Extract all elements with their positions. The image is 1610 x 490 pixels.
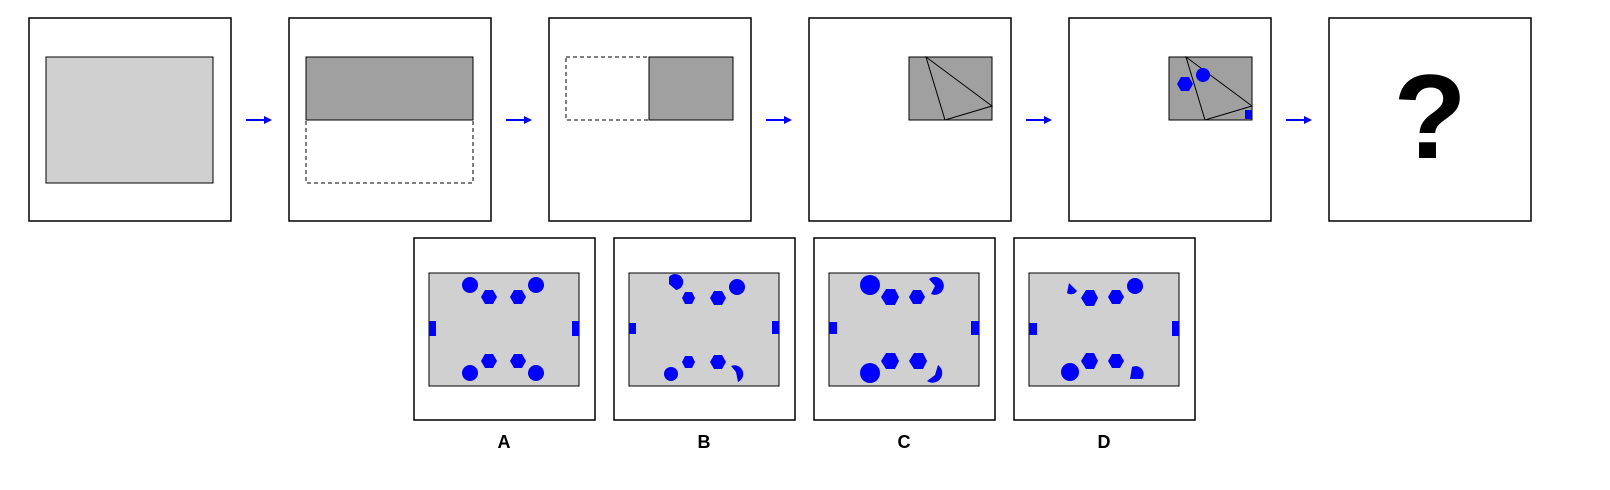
right-arrow-icon <box>506 116 532 124</box>
square-hole-icon <box>971 321 979 335</box>
step-panel-fold-corner-diagonal <box>808 17 1012 222</box>
paper-sheet <box>45 56 214 184</box>
right-arrow-icon <box>1286 116 1312 124</box>
option-label[interactable]: B <box>698 432 711 452</box>
circle-hole-icon <box>1061 363 1079 381</box>
hexagon-hole-icon <box>510 290 526 304</box>
circle-hole-icon <box>729 279 745 295</box>
step-panel-question: ? <box>1328 17 1532 222</box>
partial-circle-hole-icon <box>1067 283 1077 295</box>
question-mark: ? <box>1393 50 1466 184</box>
hexagon-hole-icon <box>481 290 497 304</box>
option-c[interactable]: C <box>813 237 996 452</box>
step-panel-flat-paper <box>28 17 232 222</box>
square-hole-icon <box>1029 323 1037 335</box>
hexagon-hole-icon <box>510 354 526 368</box>
hexagon-hole-icon <box>909 290 925 304</box>
square-hole-icon <box>629 323 636 334</box>
unfolded-paper <box>428 272 580 387</box>
square-hole-icon <box>772 321 779 334</box>
square-hole-icon <box>572 321 579 336</box>
circle-hole-icon <box>528 365 544 381</box>
fold-outline <box>305 119 474 184</box>
unfolded-paper <box>628 272 780 387</box>
option-label[interactable]: C <box>898 432 911 452</box>
hexagon-hole-icon <box>1081 353 1098 369</box>
circle-hole-icon <box>860 363 880 383</box>
square-hole-icon <box>429 321 436 336</box>
partial-circle-hole-icon <box>669 274 684 290</box>
hexagon-hole-icon <box>1108 290 1124 304</box>
fold-outline <box>1186 56 1253 106</box>
hexagon-hole-icon <box>710 355 726 369</box>
hexagon-hole-icon <box>881 353 899 369</box>
hexagon-hole-icon <box>481 354 497 368</box>
hexagon-hole-icon <box>881 289 899 305</box>
option-a[interactable]: A <box>413 237 596 452</box>
circle-hole-icon <box>462 277 478 293</box>
folded-flap <box>648 56 734 121</box>
right-arrow-icon <box>246 116 272 124</box>
option-label[interactable]: D <box>1098 432 1111 452</box>
hexagon-hole-icon <box>710 291 726 305</box>
hexagon-hole-icon <box>1177 77 1193 91</box>
option-label[interactable]: A <box>498 432 511 452</box>
circle-hole-icon <box>462 365 478 381</box>
step-panel-fold-left-over <box>548 17 752 222</box>
circle-hole-icon <box>1127 278 1143 294</box>
option-d[interactable]: D <box>1013 237 1196 452</box>
right-arrow-icon <box>1026 116 1052 124</box>
step-panel-punch-holes <box>1068 17 1272 222</box>
hexagon-hole-icon <box>1081 290 1098 306</box>
step-frame <box>1328 17 1532 222</box>
hexagon-hole-icon <box>682 356 695 368</box>
folded-flap <box>305 56 474 121</box>
square-hole-icon <box>829 322 837 334</box>
square-hole-icon <box>1245 110 1252 119</box>
option-b[interactable]: B <box>613 237 796 452</box>
circle-hole-icon <box>860 275 880 295</box>
partial-circle-hole-icon <box>731 365 744 382</box>
diagonal-flap <box>925 55 994 121</box>
circle-hole-icon <box>1196 68 1210 82</box>
hexagon-hole-icon <box>1108 354 1124 368</box>
step-panel-fold-bottom-up <box>288 17 492 222</box>
square-hole-icon <box>1172 321 1179 336</box>
unfolded-paper <box>1028 272 1180 387</box>
partial-circle-hole-icon <box>927 365 943 383</box>
circle-hole-icon <box>528 277 544 293</box>
unfolded-paper <box>828 272 980 387</box>
hexagon-hole-icon <box>682 292 695 304</box>
partial-circle-hole-icon <box>929 276 944 295</box>
partial-circle-hole-icon <box>1130 366 1144 379</box>
hexagon-hole-icon <box>909 353 927 369</box>
fold-outline <box>926 56 993 106</box>
circle-hole-icon <box>664 367 678 381</box>
right-arrow-icon <box>766 116 792 124</box>
